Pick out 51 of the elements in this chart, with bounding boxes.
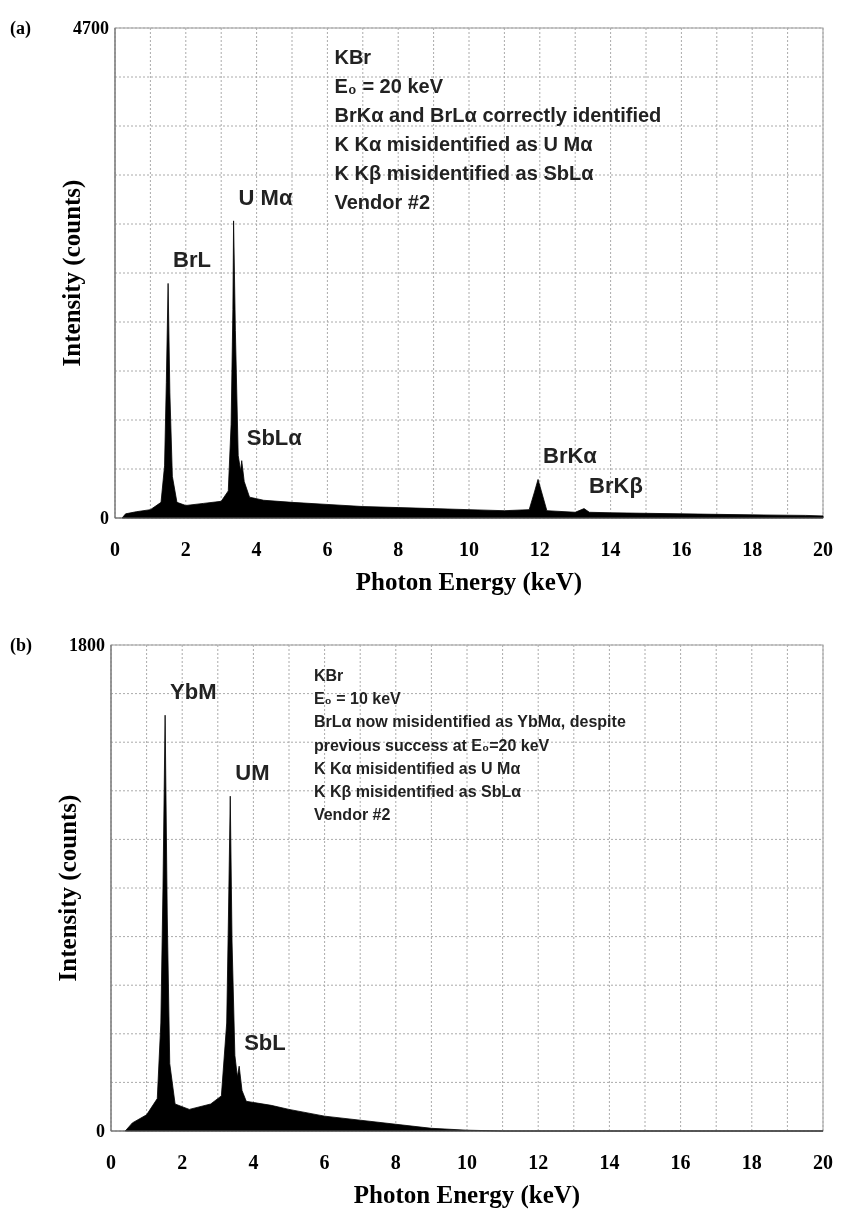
- x-tick-label: 20: [813, 538, 833, 560]
- chart-title: (b): [10, 635, 32, 656]
- x-tick-label: 10: [459, 538, 479, 560]
- x-tick-label: 2: [177, 1151, 188, 1173]
- x-tick-label: 12: [528, 1151, 549, 1173]
- y-axis-title: Intensity (counts): [58, 179, 86, 367]
- x-tick-label: 8: [390, 1151, 401, 1173]
- annotation: SbLα: [246, 424, 303, 450]
- y-tick-label: 0: [96, 1121, 105, 1141]
- x-tick-label: 20: [813, 1151, 833, 1173]
- annotation: E₀ = 20 keV: [334, 75, 444, 97]
- annotation: YbM: [170, 679, 217, 705]
- chart-title: (a): [10, 18, 31, 39]
- annotation: K Kβ misidentified as SbLα: [313, 783, 522, 800]
- annotation: BrKα: [543, 443, 598, 469]
- y-tick-label: 1800: [69, 635, 105, 655]
- annotation: E₀ = 10 keV: [313, 690, 402, 708]
- x-tick-label: 16: [670, 1151, 691, 1173]
- annotation: UM: [235, 760, 270, 786]
- annotation: BrLα now misidentified as YbMα, despite: [313, 713, 626, 731]
- x-tick-label: 18: [741, 1151, 762, 1173]
- x-tick-label: 10: [457, 1151, 477, 1173]
- x-tick-label: 4: [248, 1151, 259, 1173]
- annotation: K Kα misidentified as U Mα: [313, 759, 521, 777]
- x-tick-label: 14: [599, 1151, 620, 1173]
- x-tick-label: 4: [251, 538, 262, 560]
- x-tick-label: 2: [180, 538, 191, 560]
- x-tick-label: 14: [600, 538, 621, 560]
- annotation: BrL: [173, 247, 211, 273]
- x-tick-label: 8: [393, 538, 404, 560]
- y-axis-title: Intensity (counts): [54, 794, 82, 982]
- annotation: K Kβ misidentified as SbLα: [334, 162, 595, 184]
- annotation: U Mα: [238, 184, 293, 210]
- y-tick-label: 4700: [73, 18, 109, 38]
- x-tick-label: 16: [671, 538, 692, 560]
- annotation: KBr: [313, 667, 344, 684]
- x-tick-label: 12: [529, 538, 550, 560]
- annotation: BrKα and BrLα correctly identified: [334, 104, 662, 126]
- x-tick-label: 6: [319, 1151, 330, 1173]
- annotation: BrKβ: [589, 472, 643, 498]
- annotation: Vendor #2: [313, 806, 391, 824]
- x-axis-title: Photon Energy (keV): [355, 568, 583, 596]
- x-tick-label: 6: [322, 538, 333, 560]
- annotation: K Kα misidentified as U Mα: [334, 133, 594, 155]
- x-axis-title: Photon Energy (keV): [353, 1181, 581, 1209]
- annotation: SbL: [244, 1030, 286, 1056]
- x-tick-label: 18: [742, 538, 763, 560]
- annotation: KBr: [334, 46, 372, 68]
- annotation: Vendor #2: [334, 191, 431, 213]
- y-tick-label: 0: [100, 508, 109, 528]
- annotation: previous success at E₀=20 keV: [313, 736, 550, 754]
